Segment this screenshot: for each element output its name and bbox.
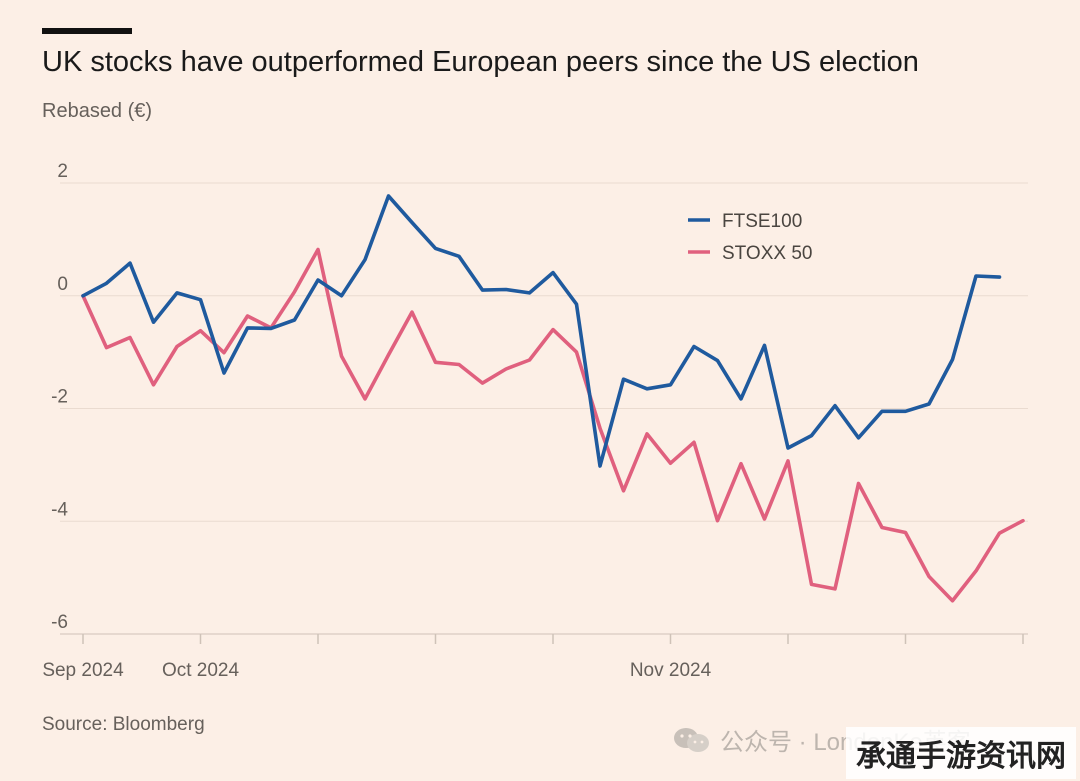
legend-label: FTSE100 [722,211,802,232]
series-line-ftse100 [81,194,1002,468]
wechat-icon [674,727,709,752]
y-tick-label: -6 [51,612,68,633]
grid-lines [60,182,1028,635]
y-tick-label: 2 [57,161,68,182]
axes: 2 0 -2 -4 -6 Sep 2024 Oct 2024 Nov 2024 [42,161,1024,681]
chart-title: UK stocks have outperformed European pee… [42,46,919,78]
site-banner: 承通手游资讯网 [846,727,1076,779]
series-lines [81,194,1025,603]
legend: FTSE100 STOXX 50 [688,211,812,264]
chart-subtitle: Rebased (€) [42,100,153,122]
y-tick-label: -4 [51,499,68,520]
title-accent-bar [42,28,132,34]
x-tick-label: Oct 2024 [162,660,240,681]
y-tick-label: -2 [51,387,68,408]
series-line-stoxx-50 [81,247,1025,603]
source-note: Source: Bloomberg [42,714,205,735]
y-tick-label: 0 [57,274,68,295]
x-tick-label: Nov 2024 [630,660,712,681]
x-tick-label: Sep 2024 [42,660,124,681]
legend-label: STOXX 50 [722,243,812,264]
